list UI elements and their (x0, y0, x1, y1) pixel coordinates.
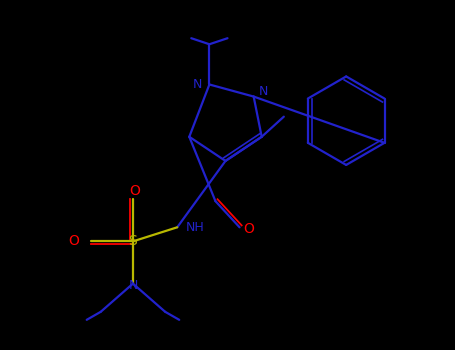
Text: O: O (69, 234, 80, 248)
Text: S: S (129, 234, 137, 248)
Text: N: N (193, 78, 202, 91)
Text: N: N (128, 279, 138, 292)
Text: O: O (130, 184, 141, 198)
Text: N: N (258, 85, 268, 98)
Text: NH: NH (186, 221, 205, 234)
Text: O: O (243, 222, 254, 236)
